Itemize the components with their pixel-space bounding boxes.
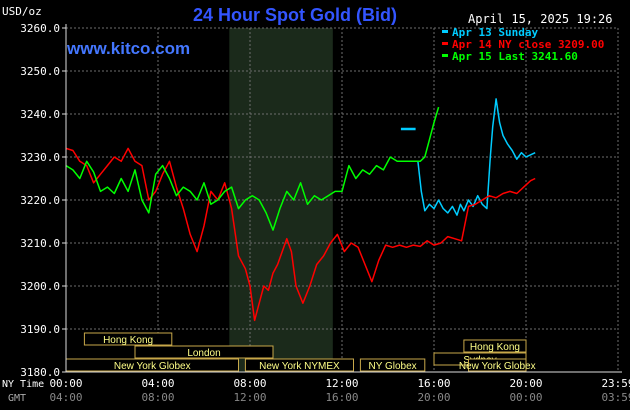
session-label: Hong Kong xyxy=(470,342,520,353)
gmt-tick-label: 16:00 xyxy=(325,391,358,404)
y-axis-unit: USD/oz xyxy=(2,5,42,18)
grid-lines xyxy=(65,27,619,373)
session-box xyxy=(134,345,274,359)
x-tick-label: 08:00 xyxy=(233,377,266,390)
legend-swatch xyxy=(442,42,448,45)
session-bar: Hong Kong xyxy=(83,332,173,346)
session-bar: New York Globex xyxy=(65,358,239,372)
session-bar: New York Globex xyxy=(459,358,536,372)
chart-timestamp: April 15, 2025 19:26 xyxy=(468,12,613,26)
axes xyxy=(65,24,622,373)
session-box xyxy=(463,339,527,353)
y-tick-label: 3240.0 xyxy=(20,108,60,121)
session-box xyxy=(83,332,173,346)
gmt-tick-label: 04:00 xyxy=(49,391,82,404)
legend-swatch xyxy=(442,30,448,33)
session-bar: Hong Kong xyxy=(463,339,527,353)
price-series xyxy=(65,98,536,322)
y-tick-label: 3190.0 xyxy=(20,323,60,336)
session-label: London xyxy=(187,348,220,359)
x-tick-label: 20:00 xyxy=(509,377,542,390)
legend-entry: Apr 15 Last 3241.60 xyxy=(452,50,578,63)
session-box xyxy=(468,358,527,372)
session-label: Hong Kong xyxy=(103,335,153,346)
x-tick-labels: 00:0004:0004:0008:0008:0012:0012:0016:00… xyxy=(49,377,630,404)
y-tick-label: 3180.0 xyxy=(20,366,60,379)
series-line xyxy=(65,106,440,231)
gmt-label: GMT xyxy=(8,393,26,404)
legend-swatch xyxy=(442,54,448,57)
y-tick-labels: 3260.0 3250.0 3240.0 3230.0 3220.0 3210.0 3200… xyxy=(20,22,66,379)
y-tick-label: 3210.0 xyxy=(20,237,60,250)
session-box xyxy=(359,358,426,372)
x-tick-label: 12:00 xyxy=(325,377,358,390)
session-label: New York NYMEX xyxy=(259,361,340,372)
session-label: New York Globex xyxy=(459,361,536,372)
legend-entry: Apr 14 NY close 3209.00 xyxy=(452,38,604,51)
kitco-watermark: www.kitco.com xyxy=(66,39,190,58)
gmt-tick-label: 20:00 xyxy=(417,391,450,404)
x-tick-label: 23:59 xyxy=(601,377,630,390)
y-tick-label: 3200.0 xyxy=(20,280,60,293)
series-line xyxy=(417,98,536,216)
gmt-tick-label: 00:00 xyxy=(509,391,542,404)
y-tick-label: 3250.0 xyxy=(20,65,60,78)
x-tick-label: 04:00 xyxy=(141,377,174,390)
chart-title: 24 Hour Spot Gold (Bid) xyxy=(193,5,397,25)
gmt-tick-label: 03:59 xyxy=(601,391,630,404)
x-tick-label: 00:00 xyxy=(49,377,82,390)
session-bar: New York NYMEX xyxy=(244,358,354,372)
series-line xyxy=(65,147,536,322)
y-tick-label: 3220.0 xyxy=(20,194,60,207)
session-bar: London xyxy=(134,345,274,359)
legend-entry: Apr 13 Sunday xyxy=(452,26,538,39)
session-bar: NY Globex xyxy=(359,358,426,372)
gmt-tick-label: 12:00 xyxy=(233,391,266,404)
ny-time-label: NY Time xyxy=(2,379,44,390)
session-label: New York Globex xyxy=(114,361,191,372)
y-tick-label: 3260.0 xyxy=(20,22,60,35)
session-box xyxy=(244,358,354,372)
gmt-tick-label: 08:00 xyxy=(141,391,174,404)
session-label: NY Globex xyxy=(369,361,417,372)
x-tick-label: 16:00 xyxy=(417,377,450,390)
y-tick-label: 3230.0 xyxy=(20,151,60,164)
